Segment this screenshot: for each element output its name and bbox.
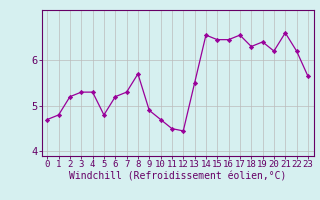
- X-axis label: Windchill (Refroidissement éolien,°C): Windchill (Refroidissement éolien,°C): [69, 172, 286, 182]
